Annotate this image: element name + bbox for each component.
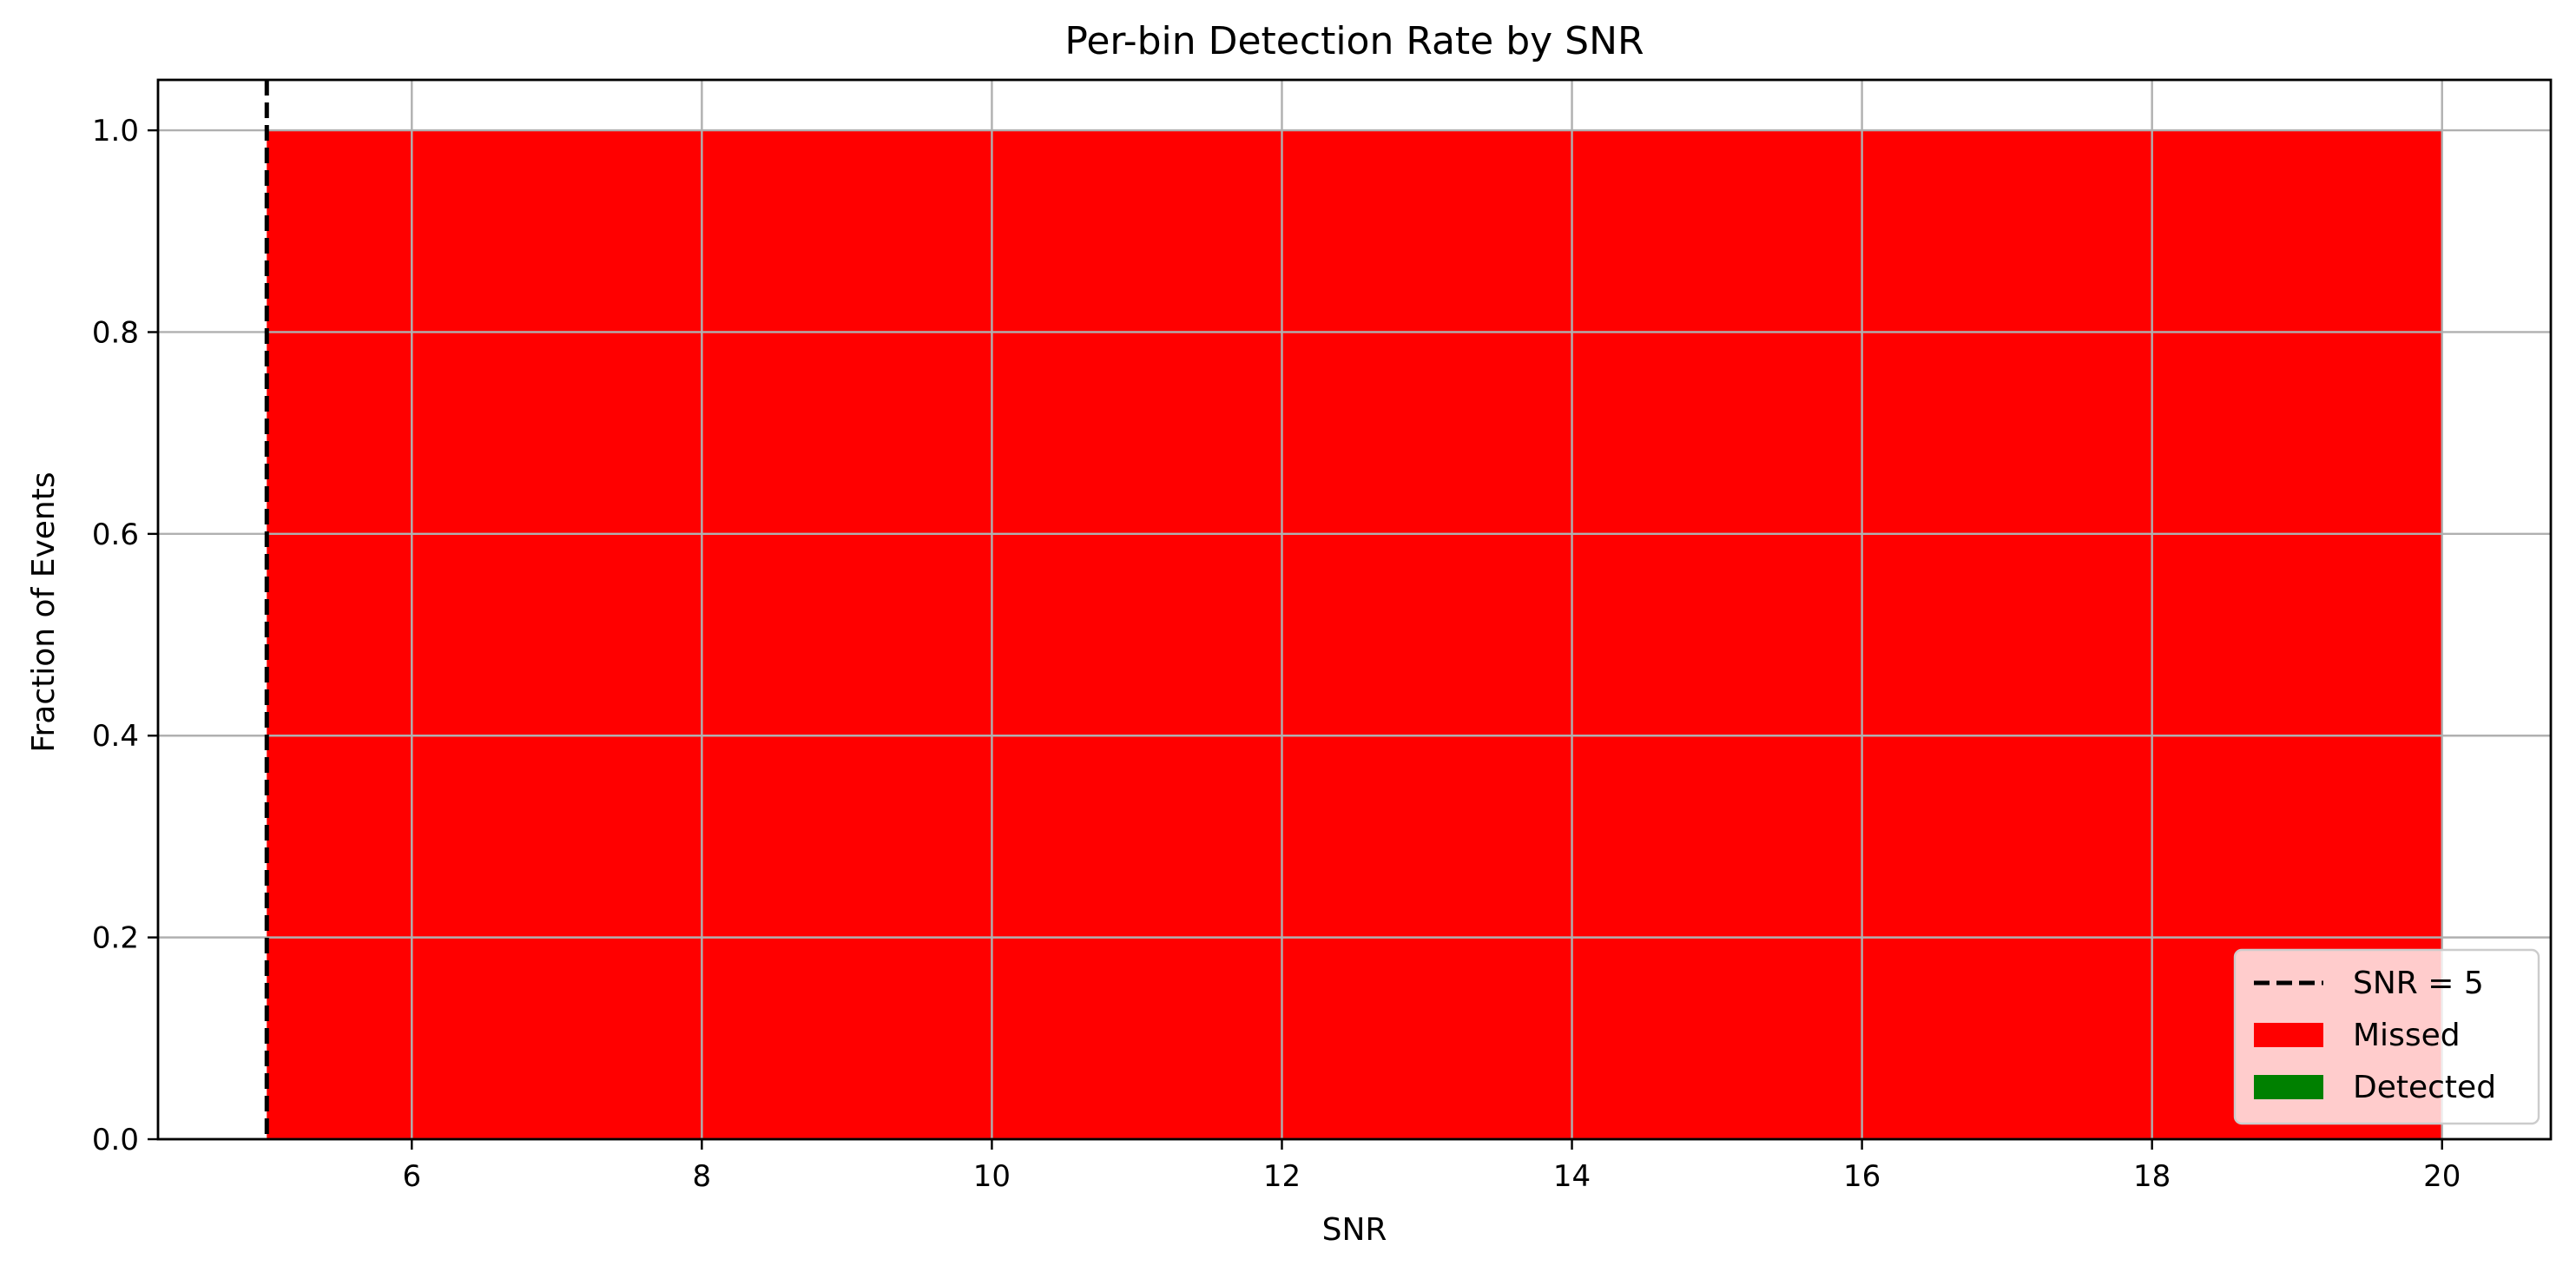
legend: SNR = 5 Missed Detected <box>2233 948 2540 1125</box>
y-tick-label-5: 1.0 <box>92 114 139 148</box>
legend-label-2: Detected <box>2353 1070 2496 1105</box>
y-axis-label: Fraction of Events <box>26 471 62 752</box>
bar-missed-0 <box>267 130 2442 1140</box>
y-tick-label-3: 0.6 <box>92 518 139 552</box>
x-tick-label-2: 10 <box>973 1159 1011 1194</box>
y-tick-label-4: 0.8 <box>92 315 139 350</box>
x-axis-label: SNR <box>1322 1212 1387 1248</box>
grid-layer <box>158 80 2551 1141</box>
plot-frame <box>156 78 2553 1141</box>
legend-label-1: Missed <box>2353 1018 2461 1053</box>
x-tick-label-5: 16 <box>1843 1159 1881 1194</box>
legend-swatch-2 <box>2254 1075 2323 1099</box>
y-tick-label-2: 0.4 <box>92 719 139 754</box>
x-tick-label-1: 8 <box>693 1159 712 1194</box>
y-tick-label-0: 0.0 <box>92 1123 139 1157</box>
x-tick-label-4: 14 <box>1553 1159 1591 1194</box>
ticks-layer: 6 8 10 12 14 16 18 20 0.0 0.2 0.4 0.6 0.8 1.0 <box>92 114 2461 1194</box>
x-tick-label-3: 12 <box>1263 1159 1301 1194</box>
bars-layer <box>267 130 2442 1140</box>
x-tick-label-6: 18 <box>2133 1159 2171 1194</box>
chart-title: Per-bin Detection Rate by SNR <box>1064 19 1644 63</box>
x-tick-label-7: 20 <box>2423 1159 2461 1194</box>
axes-layer <box>156 78 2553 1141</box>
legend-label-0: SNR = 5 <box>2353 966 2484 1001</box>
y-tick-label-1: 0.2 <box>92 921 139 956</box>
x-tick-label-0: 6 <box>402 1159 421 1194</box>
legend-swatch-1 <box>2254 1023 2323 1047</box>
